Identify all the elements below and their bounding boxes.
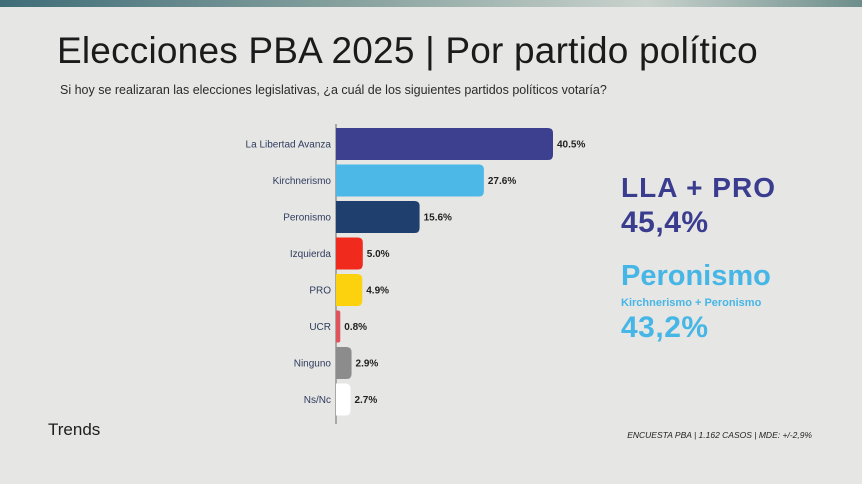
bar-la-libertad-avanza <box>336 128 553 160</box>
bar-ns-nc <box>336 383 351 416</box>
category-label: Peronismo <box>283 213 331 224</box>
bar-izquierda <box>336 237 363 270</box>
alliance-label: LLA + PRO <box>621 172 776 203</box>
bar-peronismo <box>336 201 420 233</box>
category-label: Ns/Nc <box>304 395 331 406</box>
value-label: 40.5% <box>557 140 585 151</box>
bar-ucr <box>336 310 341 343</box>
category-label: Kirchnerismo <box>273 176 332 187</box>
value-label: 27.6% <box>488 176 516 187</box>
footer-note: ENCUESTA PBA | 1.162 CASOS | MDE: +/-2,9… <box>627 430 812 440</box>
value-label: 4.9% <box>366 286 389 297</box>
category-label: UCR <box>309 322 331 333</box>
value-label: 0.8% <box>344 322 367 333</box>
value-label: 2.7% <box>354 395 377 406</box>
peronismo-label: Peronismo <box>621 260 771 292</box>
category-label: La Libertad Avanza <box>246 140 332 151</box>
category-label: PRO <box>309 286 331 297</box>
value-label: 15.6% <box>424 213 452 224</box>
value-label: 2.9% <box>356 359 379 370</box>
peronismo-detail: Kirchnerismo + Peronismo <box>621 297 762 309</box>
category-label: Ninguno <box>294 359 332 370</box>
page-subtitle: Si hoy se realizaran las elecciones legi… <box>60 83 607 97</box>
page-title: Elecciones PBA 2025 | Por partido políti… <box>57 30 758 71</box>
brand-logo: Trends <box>48 420 101 439</box>
bar-pro <box>336 274 363 306</box>
bar-kirchnerismo <box>336 164 484 197</box>
value-label: 5.0% <box>367 249 390 260</box>
alliance-value: 45,4% <box>621 206 709 239</box>
peronismo-value: 43,2% <box>621 311 709 344</box>
top-color-band <box>0 0 862 7</box>
bar-ninguno <box>336 347 352 379</box>
category-label: Izquierda <box>290 249 332 260</box>
